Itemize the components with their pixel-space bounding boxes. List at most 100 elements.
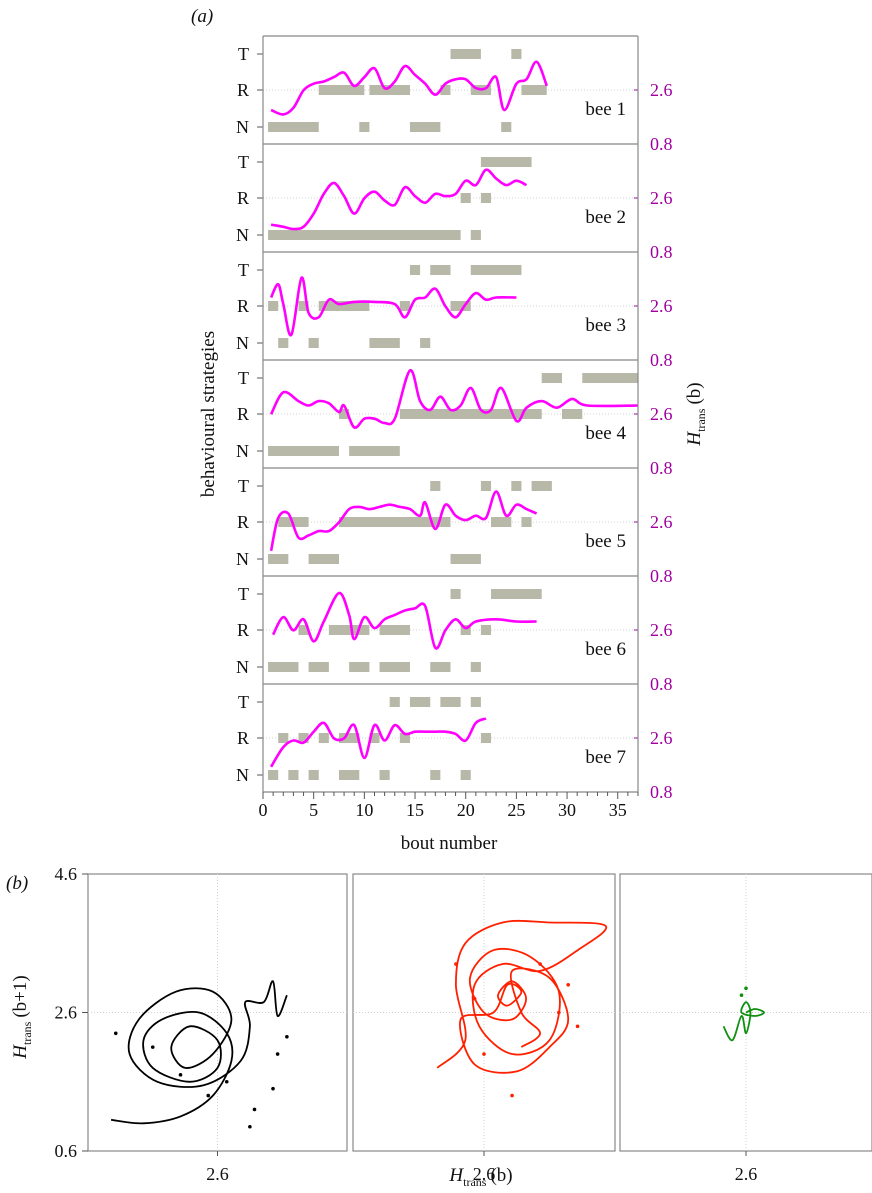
- strategy-label-N: N: [236, 225, 249, 245]
- strategy-bar-R: [521, 517, 532, 527]
- panel-b-xlabel-suffix: (b): [490, 1165, 512, 1186]
- strategy-bar-T: [541, 373, 562, 383]
- panel-b-xlabel: Htrans (b): [448, 1165, 512, 1189]
- strategy-bar-R: [491, 517, 512, 527]
- strategy-bar-R: [480, 625, 492, 635]
- strategy-bar-N: [268, 662, 299, 672]
- strategy-bar-T: [440, 697, 461, 707]
- phase-trajectory: [110, 980, 288, 1125]
- strategy-label-T: T: [238, 260, 249, 280]
- phase-point: [575, 1024, 580, 1029]
- strategy-label-R: R: [237, 404, 249, 424]
- htrans-curve: [269, 369, 639, 430]
- strategy-bar-T: [409, 697, 431, 707]
- strategy-bar-R: [440, 85, 451, 95]
- strategy-bar-R: [298, 625, 309, 635]
- strategy-bar-N: [288, 770, 299, 780]
- strategy-bar-T: [511, 49, 522, 59]
- x-tick-label: 2.6: [206, 1164, 229, 1184]
- strategy-bar-R: [298, 301, 309, 311]
- panel-a-y2label-suffix: (b): [684, 382, 705, 404]
- strategy-bar-T: [511, 481, 522, 491]
- panel-b-ylabel-main: H: [10, 1044, 31, 1060]
- x-tick-label: 20: [457, 800, 475, 820]
- bee-name: bee 7: [585, 747, 626, 768]
- strategy-bar-N: [379, 662, 410, 672]
- strategy-bar-R: [460, 625, 471, 635]
- strategy-bar-R: [298, 733, 309, 743]
- x-tick-label: 25: [507, 800, 525, 820]
- strategy-bar-N: [460, 770, 471, 780]
- x-tick-label: 15: [406, 800, 424, 820]
- y-tick-label: 4.6: [55, 864, 78, 884]
- strategy-bar-N: [359, 122, 370, 132]
- strategy-bar-N: [501, 122, 512, 132]
- htrans-curve: [269, 717, 487, 768]
- panel-a-xlabel: bout number: [401, 833, 498, 854]
- strategy-bar-N: [450, 554, 481, 564]
- strategy-bar-R: [318, 85, 365, 95]
- right-tick-label: 2.6: [650, 404, 673, 424]
- strategy-bar-N: [430, 770, 441, 780]
- strategy-bar-N: [268, 230, 461, 240]
- strategy-label-T: T: [238, 692, 249, 712]
- strategy-bar-R: [379, 625, 410, 635]
- htrans-curve: [270, 60, 549, 116]
- phase-point: [472, 996, 477, 1001]
- phase-point: [271, 1086, 275, 1091]
- phase-point: [510, 1093, 514, 1098]
- strategy-bar-R: [399, 301, 410, 311]
- right-tick-label: 2.6: [650, 80, 673, 100]
- strategy-bar-R: [339, 733, 360, 743]
- strategy-bar-N: [339, 770, 360, 780]
- strategy-bar-R: [480, 193, 492, 203]
- right-tick-label: 2.6: [650, 728, 673, 748]
- panel-a-y2label-main: H: [684, 431, 705, 447]
- right-tick-label: 0.8: [650, 566, 673, 586]
- strategy-bar-T: [582, 373, 638, 383]
- strategy-bar-N: [470, 230, 481, 240]
- right-tick-label: 2.6: [650, 296, 673, 316]
- panel-b-ylabel-sub: trans: [20, 1021, 34, 1045]
- strategy-bar-T: [450, 589, 461, 599]
- y-tick-label: 2.6: [55, 1003, 78, 1023]
- strategy-label-N: N: [236, 549, 249, 569]
- strategy-bar-N: [430, 662, 451, 672]
- x-tick-label: 2.6: [735, 1164, 758, 1184]
- strategy-bar-R: [318, 733, 329, 743]
- strategy-label-R: R: [237, 188, 249, 208]
- htrans-curve: [271, 591, 537, 650]
- panel-b-label: (b): [6, 873, 28, 894]
- phase-trajectory: [722, 1001, 765, 1042]
- strategy-bar-N: [308, 554, 340, 564]
- right-tick-label: 0.8: [650, 458, 673, 478]
- phase-point: [113, 1031, 118, 1036]
- strategy-bar-N: [369, 338, 400, 348]
- y-tick-label: 0.6: [55, 1141, 78, 1161]
- strategy-label-T: T: [238, 584, 249, 604]
- strategy-bar-T: [430, 481, 441, 491]
- strategy-bar-N: [268, 554, 289, 564]
- strategy-bar-T: [480, 481, 492, 491]
- strategy-bar-T: [450, 49, 481, 59]
- strategy-bar-N: [349, 662, 370, 672]
- strategy-bar-R: [268, 301, 279, 311]
- bee-name: bee 1: [585, 99, 626, 120]
- x-tick-label: 2.6: [473, 1164, 496, 1184]
- strategy-bar-T: [531, 481, 552, 491]
- right-tick-label: 0.8: [650, 674, 673, 694]
- strategy-bar-N: [470, 662, 481, 672]
- strategy-bar-T: [470, 697, 481, 707]
- panel-b-xlabel-main: H: [448, 1165, 464, 1186]
- strategy-bar-T: [491, 589, 542, 599]
- strategy-bar-R: [278, 733, 289, 743]
- phase-point: [252, 1107, 257, 1112]
- strategy-bar-N: [420, 338, 431, 348]
- strategy-label-T: T: [238, 152, 249, 172]
- right-tick-label: 2.6: [650, 620, 673, 640]
- phase-point: [275, 1052, 280, 1056]
- strategy-bar-N: [278, 338, 289, 348]
- x-tick-label: 35: [609, 800, 627, 820]
- x-tick-label: 5: [309, 800, 318, 820]
